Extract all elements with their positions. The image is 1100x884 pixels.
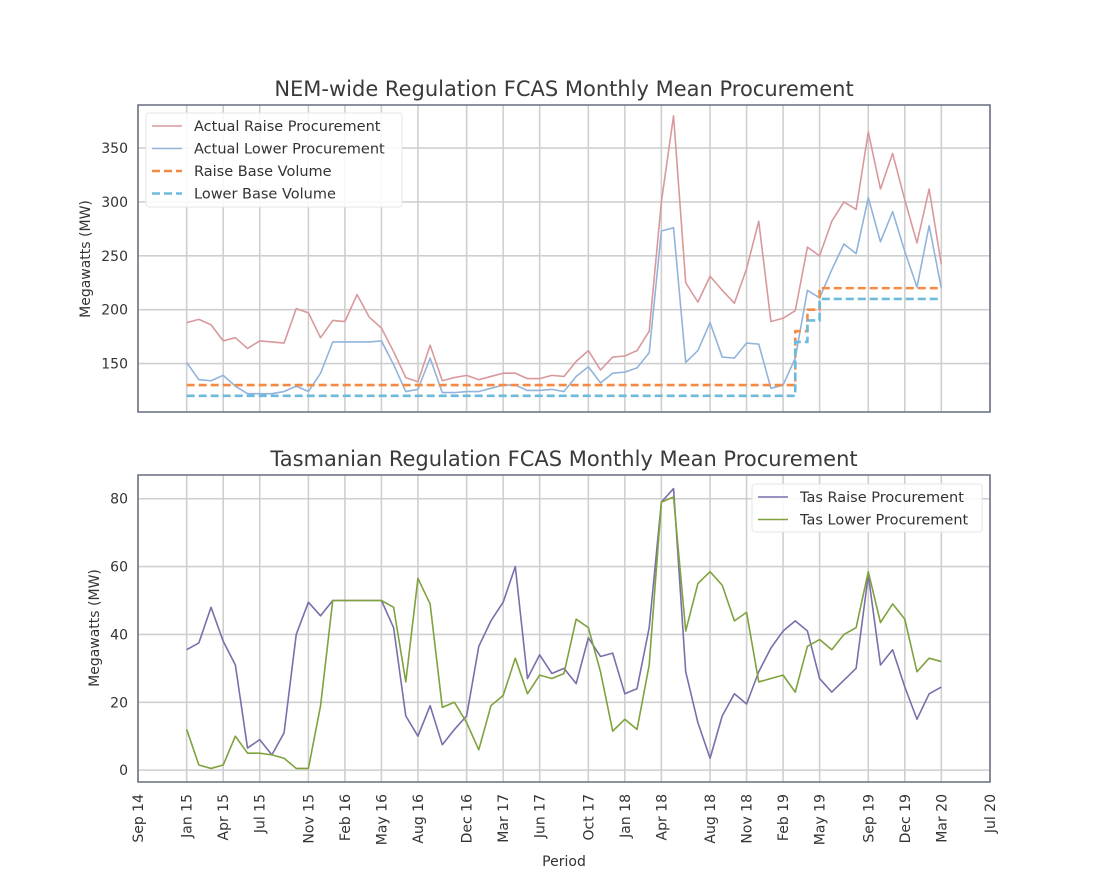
x-tick-label: Feb 19: [776, 794, 792, 841]
legend-box: [145, 112, 403, 208]
y-tick-label: 80: [110, 492, 128, 508]
y-tick-label: 200: [101, 303, 128, 319]
y-tick-label: 40: [110, 627, 128, 643]
plot-frame: [137, 104, 991, 413]
x-tick-label: Jan 18: [618, 794, 634, 839]
series-layer: [185, 114, 943, 770]
y-tick-label: 350: [101, 141, 128, 157]
top-y-axis-label: Megawatts (MW): [78, 200, 94, 318]
x-tick-label: Apr 15: [216, 794, 232, 840]
frame-layer: [137, 104, 991, 783]
x-tick-label: Nov 15: [301, 794, 317, 844]
x-tick-label: May 19: [813, 794, 829, 845]
legend-label: Tas Lower Procurement: [799, 513, 969, 529]
bottom-y-axis-label: Megawatts (MW): [87, 569, 103, 687]
y-tick-label: 20: [110, 695, 128, 711]
bottom-chart-title: Tasmanian Regulation FCAS Monthly Mean P…: [269, 447, 857, 471]
plot-frame: [137, 474, 991, 783]
x-tick-label: Aug 16: [411, 794, 427, 844]
series-line-raise-base: [186, 286, 942, 387]
x-tick-label: Mar 17: [496, 794, 512, 843]
x-tick-label: Nov 18: [740, 794, 756, 844]
legend-layer: Actual Raise Procurement Actual Lower Pro…: [145, 112, 983, 533]
top-chart-title: NEM-wide Regulation FCAS Monthly Mean Pr…: [274, 77, 853, 101]
y-tick-label: 0: [119, 763, 128, 779]
x-tick-label: Oct 17: [581, 794, 597, 840]
series-line-tas-lower: [185, 496, 942, 770]
x-tick-label: Jul 20: [983, 794, 999, 834]
x-axis-label: Period: [542, 854, 586, 870]
series-line-raise: [186, 114, 943, 383]
x-tick-label: Jan 15: [180, 794, 196, 839]
legend-label: Actual Raise Procurement: [194, 119, 381, 135]
legend-box: [751, 483, 983, 533]
x-tick-label: Sep 19: [861, 794, 877, 843]
x-tick-label: Sep 14: [131, 794, 147, 843]
y-tick-label: 250: [101, 249, 128, 265]
legend-label: Tas Raise Procurement: [799, 490, 964, 506]
x-tick-label: May 16: [374, 794, 390, 845]
series-line-tas-raise: [186, 487, 942, 760]
x-tick-label: Dec 19: [898, 794, 914, 843]
x-tick-label: Jun 17: [533, 794, 549, 839]
x-tick-label: Aug 18: [703, 794, 719, 844]
y-tick-label: 60: [110, 560, 128, 576]
series-line-lower-base: [186, 297, 942, 398]
x-tick-label: Mar 20: [934, 794, 950, 843]
y-tick-label: 150: [101, 357, 128, 373]
x-tick-label: Jul 15: [253, 794, 269, 834]
y-tick-label: 300: [101, 195, 128, 211]
legend-label: Raise Base Volume: [194, 164, 332, 180]
text-layer: NEM-wide Regulation FCAS Monthly Mean Pr…: [78, 77, 999, 870]
legend-label: Lower Base Volume: [194, 187, 336, 203]
legend-label: Actual Lower Procurement: [194, 142, 385, 158]
x-tick-label: Apr 18: [654, 794, 670, 840]
x-tick-label: Dec 16: [460, 794, 476, 843]
x-tick-label: Feb 16: [338, 794, 354, 841]
